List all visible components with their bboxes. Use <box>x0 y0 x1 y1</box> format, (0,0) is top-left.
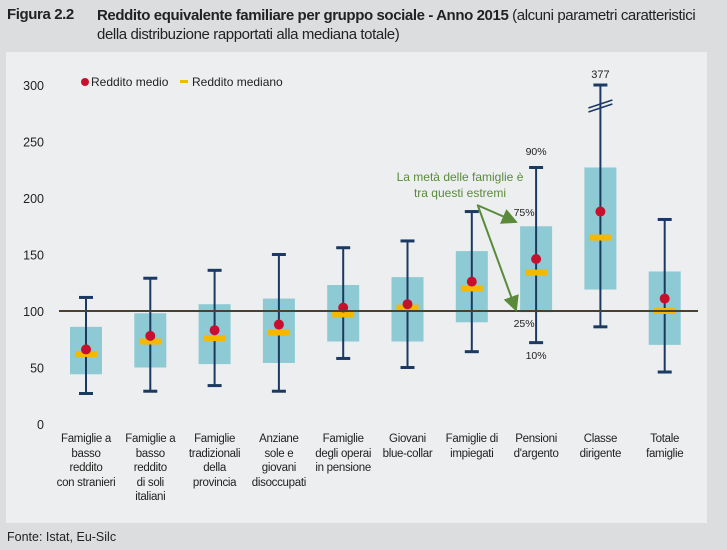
median-marker <box>460 285 483 292</box>
median-marker <box>139 338 162 345</box>
y-tick-label: 0 <box>37 418 44 432</box>
mean-marker <box>273 319 284 330</box>
y-tick-label: 50 <box>30 362 44 376</box>
whisker-cap-bottom <box>143 389 158 393</box>
legend-mean-marker <box>81 78 89 86</box>
whisker-cap-top <box>593 83 608 87</box>
category-label: Famiglie a basso reddito di soli italian… <box>125 433 176 503</box>
whisker-cap-bottom <box>207 384 222 388</box>
category-label: Totale famiglie <box>646 433 684 460</box>
median-marker <box>525 269 548 276</box>
title-main: Reddito equivalente familiare per gruppo… <box>97 7 509 24</box>
source-note: Fonte: Istat, Eu-Silc <box>7 530 117 544</box>
p10-label: 10% <box>526 350 547 362</box>
annotation-arrow-75 <box>476 204 518 224</box>
mean-marker <box>466 276 477 287</box>
category-label: Anziane sole e giovani disoccupati <box>251 433 307 489</box>
title-subtitle: (alcuni parametri caratteristici della d… <box>97 7 696 43</box>
p25-label: 25% <box>514 318 535 330</box>
category-label: Famiglie degli operai in pensione <box>315 433 372 474</box>
whisker-cap-bottom <box>593 325 608 329</box>
whisker-cap-top <box>79 295 93 299</box>
y-tick-label: 250 <box>23 136 44 150</box>
y-tick-label: 300 <box>23 79 44 93</box>
whisker-cap-top <box>400 239 415 243</box>
break-value-label: 377 <box>591 69 609 81</box>
y-tick-label: 150 <box>23 249 44 263</box>
p75-label: 75% <box>514 207 535 219</box>
whisker-cap-bottom <box>271 389 286 393</box>
whisker-cap-top <box>143 276 158 280</box>
whisker-cap-top <box>657 217 672 221</box>
category-label: Pensioni d'argento <box>513 433 559 460</box>
annotation-note: La metà delle famiglie è <box>397 170 524 184</box>
mean-marker <box>81 344 91 355</box>
category-label: Famiglie tradizionali della provincia <box>188 433 241 489</box>
whisker-cap-bottom <box>464 350 479 354</box>
whisker-cap-top <box>529 165 544 169</box>
whisker-cap-bottom <box>336 356 351 360</box>
whisker-cap-top <box>464 210 479 214</box>
axis-break-mark <box>588 99 613 109</box>
legend-median-label: Reddito mediano <box>192 75 283 89</box>
whisker-cap-bottom <box>79 391 93 395</box>
whisker-cap-bottom <box>657 370 672 374</box>
p90-label: 90% <box>526 146 547 158</box>
figure-label: Figura 2.2 <box>7 6 74 23</box>
mean-marker <box>145 330 156 341</box>
legend-median-marker <box>180 80 188 83</box>
y-tick-label: 100 <box>23 305 44 319</box>
mean-marker <box>595 206 606 217</box>
whisker-cap-bottom <box>400 366 415 369</box>
mean-marker <box>531 254 542 265</box>
annotation-note: tra questi estremi <box>414 186 506 200</box>
median-marker <box>332 311 355 318</box>
median-marker <box>589 234 612 241</box>
y-tick-label: 200 <box>23 192 44 206</box>
whisker-cap-bottom <box>529 341 544 345</box>
category-label: Famiglie di impiegati <box>445 433 499 460</box>
chart-title: Reddito equivalente familiare per gruppo… <box>97 6 697 44</box>
legend-mean-label: Reddito medio <box>91 75 169 89</box>
category-label: Giovani blue-collar <box>382 433 433 460</box>
category-label: Classe dirigente <box>579 433 622 460</box>
median-marker <box>203 335 226 342</box>
axis-break-mark <box>588 103 613 113</box>
mean-marker <box>209 325 220 336</box>
mean-marker <box>659 293 670 304</box>
annotation-arrow-25 <box>477 205 519 312</box>
whisker-cap-top <box>207 268 222 272</box>
mean-marker <box>402 299 413 310</box>
category-label: Famiglie a basso reddito con stranieri <box>56 433 116 489</box>
whisker-cap-top <box>336 246 351 250</box>
whisker-cap-top <box>271 253 286 256</box>
median-marker <box>267 329 290 336</box>
